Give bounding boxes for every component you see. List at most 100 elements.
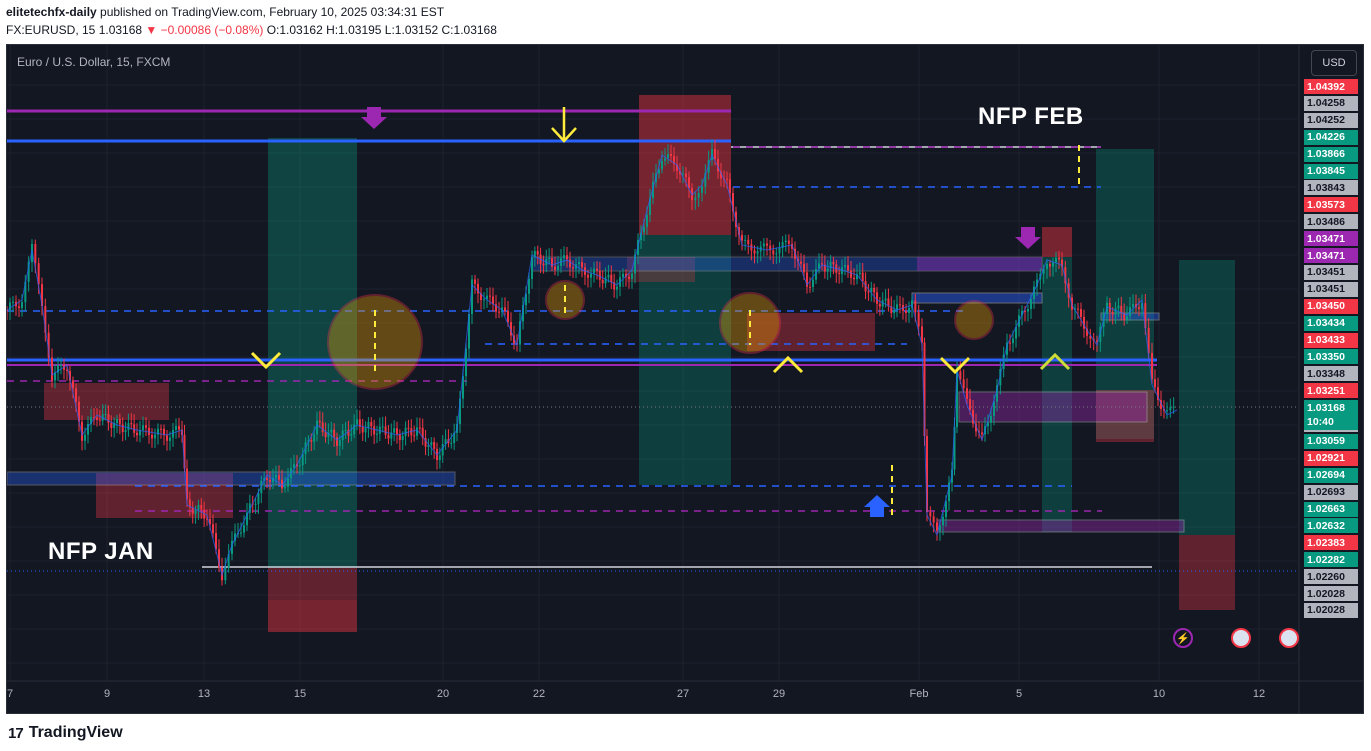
candle-body (704, 172, 707, 187)
candle-body (610, 274, 613, 283)
candle-body (495, 304, 497, 312)
candle-body (551, 258, 553, 267)
candle-body (881, 300, 884, 307)
candle-body (373, 426, 376, 435)
candle-body (47, 332, 50, 358)
candle-body (996, 385, 998, 402)
candle-body (441, 443, 444, 456)
candle-body (720, 171, 722, 179)
chart-area[interactable]: Euro / U.S. Dollar, 15, FXCM USD NFP FEB… (6, 44, 1364, 714)
time-axis-label: 22 (532, 688, 546, 700)
candle-body (732, 192, 734, 212)
candle-body (266, 478, 268, 480)
candle-body (784, 240, 787, 243)
price-axis-label: 1.03348 (1304, 366, 1358, 382)
candle-body (858, 272, 861, 275)
tradingview-logo[interactable]: 17 TradingView (8, 724, 123, 742)
candle-body (81, 421, 83, 441)
price-axis-label: 1.03350 (1304, 349, 1358, 365)
price-change: ▼ −0.00086 (−0.08%) (145, 23, 264, 37)
price-axis-label: 1.02632 (1304, 518, 1358, 534)
candle-body (310, 440, 313, 442)
candle-body (861, 272, 864, 282)
candle-body (69, 370, 71, 381)
candle-body (590, 273, 592, 278)
candle-body (1077, 308, 1079, 310)
candle-body (145, 425, 147, 428)
candle-body (421, 427, 424, 439)
position-zone (268, 138, 357, 568)
footer: 17 TradingView (0, 714, 1371, 751)
candle-body (1160, 399, 1162, 409)
candle-body (142, 425, 144, 430)
down-chevron-icon (939, 356, 971, 375)
candle-body (873, 287, 876, 293)
us-flag-icon[interactable] (1231, 628, 1251, 648)
candle-body (939, 525, 941, 531)
us-flag-icon[interactable] (1279, 628, 1299, 648)
candle-body (98, 419, 101, 421)
publisher-name[interactable]: elitetechfx-daily (6, 5, 97, 19)
lightning-icon[interactable]: ⚡ (1173, 628, 1193, 648)
price-axis-label: 1.02663 (1304, 501, 1358, 517)
symbol-ohlc-line: FX:EURUSD, 15 1.03168 ▼ −0.00086 (−0.08%… (6, 23, 497, 37)
candle-body (1166, 410, 1168, 412)
candle-body (1157, 387, 1159, 400)
currency-button[interactable]: USD (1311, 50, 1357, 76)
candle-body (1096, 340, 1098, 342)
candle-body (604, 277, 607, 284)
candle-body (959, 371, 962, 380)
candle-body (914, 300, 917, 313)
candle-body (1120, 305, 1123, 314)
position-zone (1096, 149, 1154, 439)
candle-body (1030, 299, 1032, 309)
candle-body (480, 293, 482, 300)
candle-body (60, 365, 62, 367)
price-axis-label: 1.02693 (1304, 484, 1358, 500)
candle-body (197, 504, 200, 511)
candle-body (806, 272, 808, 287)
candle-body (962, 379, 965, 389)
position-zone (268, 600, 357, 632)
time-axis-label: Feb (909, 688, 929, 700)
candle-body (333, 429, 336, 438)
candle-body (104, 414, 107, 416)
candle-body (519, 321, 521, 345)
candle-body (987, 422, 989, 427)
position-zone (1179, 260, 1235, 535)
candle-body (350, 434, 353, 436)
candle-body (398, 434, 401, 441)
candle-body (387, 434, 390, 439)
candle-body (465, 348, 467, 377)
candle-body (917, 312, 920, 327)
price-axis-label: 1.03450 (1304, 298, 1358, 314)
candle-body (1151, 352, 1153, 380)
candle-body (781, 242, 784, 248)
candle-body (1138, 307, 1140, 309)
time-axis-label: 27 (676, 688, 690, 700)
candle-body (248, 503, 251, 513)
candle-body (433, 442, 436, 449)
time-axis-label: 9 (103, 688, 111, 700)
price-axis-label: 1.03451 (1304, 264, 1358, 280)
price-axis-label: 1.03843 (1304, 180, 1358, 196)
candle-body (413, 435, 416, 437)
symbol-summary: FX:EURUSD, 15 1.03168 (6, 23, 146, 37)
candle-body (753, 250, 756, 254)
chart-canvas[interactable] (7, 45, 1363, 713)
candle-body (1147, 328, 1150, 353)
candle-body (367, 422, 370, 428)
candle-body (396, 428, 398, 435)
candle-body (1033, 286, 1035, 300)
candle-body (896, 304, 898, 310)
candle-body (430, 442, 433, 446)
candle-body (878, 303, 881, 307)
candle-body (548, 258, 551, 260)
candle-body (18, 306, 20, 308)
candle-body (975, 423, 977, 432)
candle-body (1141, 303, 1143, 309)
candle-body (1108, 302, 1111, 312)
candle-body (468, 314, 470, 349)
candle-body (596, 268, 598, 271)
position-zone (44, 383, 169, 420)
